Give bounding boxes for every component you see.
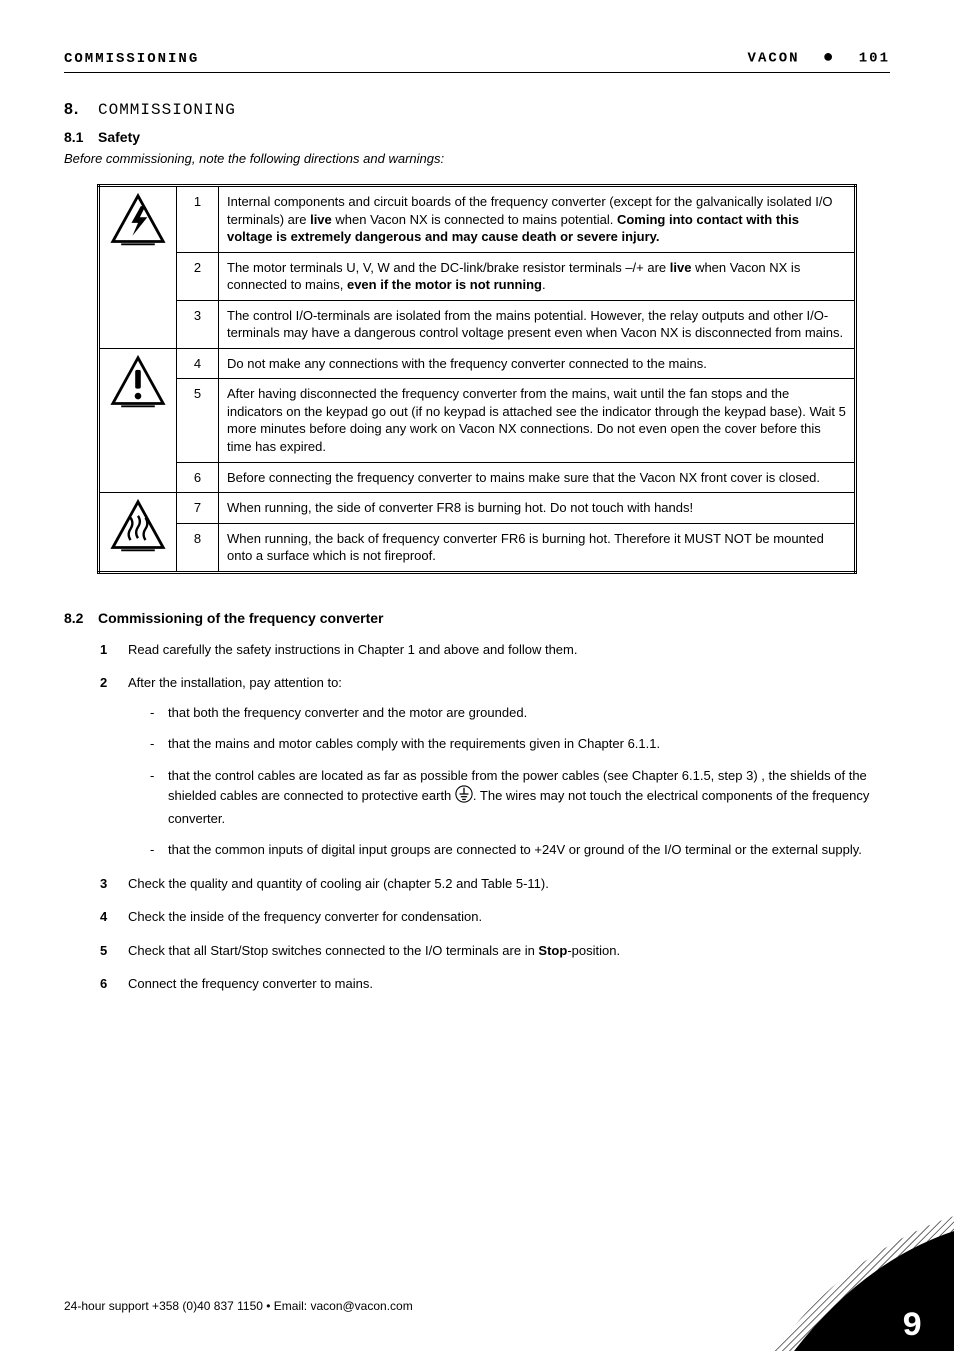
table-row: 6 Before connecting the frequency conver… bbox=[99, 462, 856, 493]
row-num: 4 bbox=[177, 348, 219, 379]
table-row: 5 After having disconnected the frequenc… bbox=[99, 379, 856, 462]
list-item: 2After the installation, pay attention t… bbox=[100, 673, 890, 860]
row-text: Do not make any connections with the fre… bbox=[219, 348, 856, 379]
table-row: 7 When running, the side of converter FR… bbox=[99, 493, 856, 524]
hazard-bolt-icon bbox=[99, 186, 177, 349]
safety-table: 1 Internal components and circuit boards… bbox=[97, 184, 857, 574]
list-item: 1Read carefully the safety instructions … bbox=[100, 640, 890, 660]
section-8-heading: 8.COMMISSIONING bbox=[64, 101, 890, 119]
list-item: that the control cables are located as f… bbox=[150, 766, 890, 829]
corner-page-num: 9 bbox=[902, 1308, 922, 1346]
table-row: 8 When running, the back of frequency co… bbox=[99, 523, 856, 572]
header-right: VACON ● 101 bbox=[748, 48, 890, 68]
row-text: Before connecting the frequency converte… bbox=[219, 462, 856, 493]
hazard-exclamation-icon bbox=[99, 348, 177, 492]
list-item: 5Check that all Start/Stop switches conn… bbox=[100, 941, 890, 961]
row-num: 1 bbox=[177, 186, 219, 253]
table-row: 1 Internal components and circuit boards… bbox=[99, 186, 856, 253]
row-text: The control I/O-terminals are isolated f… bbox=[219, 300, 856, 348]
row-num: 2 bbox=[177, 252, 219, 300]
table-row: 4 Do not make any connections with the f… bbox=[99, 348, 856, 379]
hazard-heat-icon bbox=[99, 493, 177, 573]
row-num: 5 bbox=[177, 379, 219, 462]
header-bullet-icon: ● bbox=[810, 48, 848, 68]
intro-text: Before commissioning, note the following… bbox=[64, 151, 890, 166]
row-text: When running, the side of converter FR8 … bbox=[219, 493, 856, 524]
sub-bullet-list: that both the frequency converter and th… bbox=[128, 703, 890, 860]
list-item: that both the frequency converter and th… bbox=[150, 703, 890, 723]
header-left: COMMISSIONING bbox=[64, 51, 199, 67]
section-8-1-heading: 8.1Safety bbox=[64, 129, 890, 145]
list-item: that the mains and motor cables comply w… bbox=[150, 734, 890, 754]
section-8-2-heading: 8.2Commissioning of the frequency conver… bbox=[64, 610, 890, 626]
list-item: that the common inputs of digital input … bbox=[150, 840, 890, 860]
list-item: 4Check the inside of the frequency conve… bbox=[100, 907, 890, 927]
earth-icon bbox=[455, 785, 473, 809]
row-text: The motor terminals U, V, W and the DC-l… bbox=[219, 252, 856, 300]
row-text: Internal components and circuit boards o… bbox=[219, 186, 856, 253]
row-text: After having disconnected the frequency … bbox=[219, 379, 856, 462]
page-header: COMMISSIONING VACON ● 101 bbox=[64, 48, 890, 73]
row-text: When running, the back of frequency conv… bbox=[219, 523, 856, 572]
table-row: 3 The control I/O-terminals are isolated… bbox=[99, 300, 856, 348]
row-num: 8 bbox=[177, 523, 219, 572]
corner-graphic: 9 bbox=[734, 1201, 954, 1351]
list-item: 6Connect the frequency converter to main… bbox=[100, 974, 890, 994]
table-row: 2 The motor terminals U, V, W and the DC… bbox=[99, 252, 856, 300]
list-item: 3Check the quality and quantity of cooli… bbox=[100, 874, 890, 894]
row-num: 6 bbox=[177, 462, 219, 493]
steps-list: 1Read carefully the safety instructions … bbox=[64, 640, 890, 994]
row-num: 7 bbox=[177, 493, 219, 524]
row-num: 3 bbox=[177, 300, 219, 348]
